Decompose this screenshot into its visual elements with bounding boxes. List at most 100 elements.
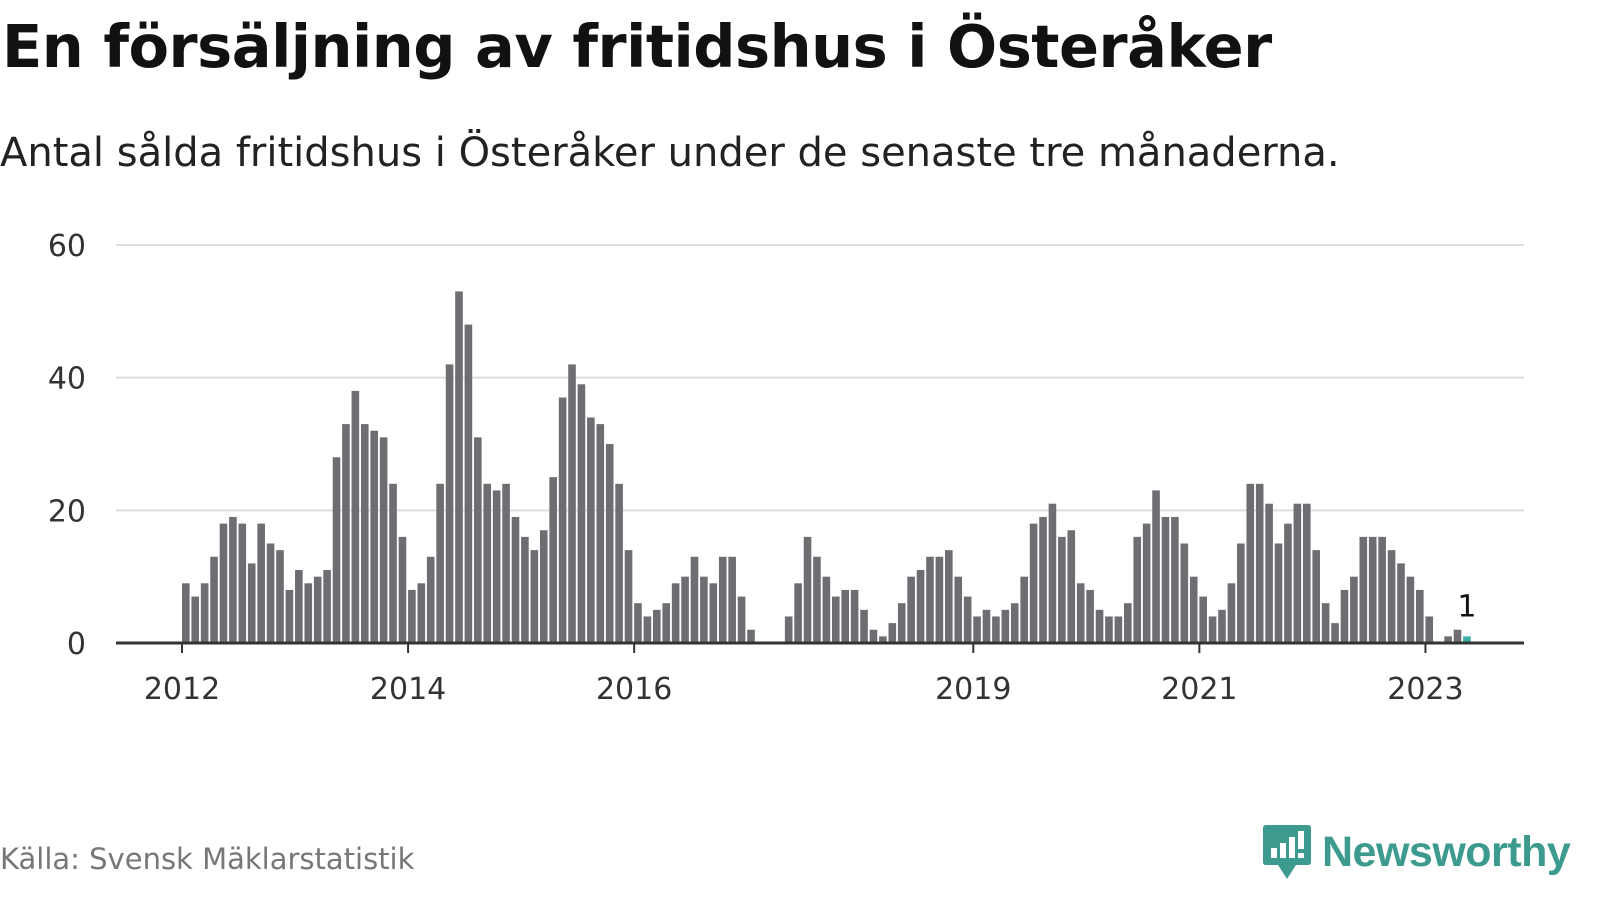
bar (841, 589, 849, 643)
bar (737, 596, 746, 643)
bar-chart: 0 20 40 60 2012 2014 2016 2019 2021 2023 1 (48, 229, 1524, 707)
y-tick-label: 20 (48, 494, 86, 529)
bar (1218, 609, 1226, 643)
bar (210, 556, 218, 643)
y-tick-label: 60 (48, 229, 86, 264)
bar (615, 483, 623, 643)
bar (1161, 516, 1170, 643)
bar (1350, 576, 1358, 643)
bar (1180, 543, 1189, 643)
bar (1293, 503, 1302, 643)
x-tick-label: 2019 (935, 672, 1011, 707)
bar (558, 397, 567, 643)
bar (794, 583, 802, 643)
bar (247, 563, 256, 643)
bar (907, 576, 915, 643)
bar (1029, 523, 1038, 643)
bar (1255, 483, 1264, 643)
x-tick-label: 2021 (1161, 672, 1237, 707)
bar (718, 556, 727, 643)
bar (426, 556, 435, 643)
bar (332, 457, 341, 643)
bar (276, 550, 284, 643)
bar (1359, 536, 1368, 643)
bar (398, 536, 407, 643)
bar (916, 570, 925, 643)
bar (1048, 503, 1057, 643)
bar (1444, 636, 1452, 643)
bar (360, 424, 369, 643)
chart-title: En försäljning av fritidshus i Österåker (2, 12, 1272, 81)
bar (1095, 609, 1104, 643)
bar (257, 523, 265, 643)
bar (1124, 603, 1132, 643)
bar (700, 576, 708, 643)
bar (954, 576, 963, 643)
bar (643, 616, 652, 643)
source-credit: Källa: Svensk Mäklarstatistik (0, 842, 415, 876)
newsworthy-logo-icon (1263, 825, 1311, 879)
bar (982, 609, 991, 643)
bar (1058, 536, 1066, 643)
bar (1387, 550, 1396, 643)
bar (238, 523, 247, 643)
bar (182, 583, 190, 643)
bar (963, 596, 972, 643)
bar (530, 550, 539, 643)
bar (1368, 536, 1377, 643)
bar (596, 424, 605, 643)
bar (822, 576, 831, 643)
bar (1331, 623, 1339, 643)
bar (1189, 576, 1198, 643)
bar (935, 556, 944, 643)
bar (1086, 589, 1094, 643)
bar (191, 596, 200, 643)
bar (1416, 589, 1424, 643)
bar (304, 583, 313, 643)
bar (1105, 616, 1113, 643)
bar (474, 437, 482, 643)
bar (370, 430, 378, 643)
bar (455, 291, 463, 643)
bar (747, 629, 755, 643)
bar (681, 576, 689, 643)
bar (1133, 536, 1142, 643)
bar (483, 483, 492, 643)
bar (1425, 616, 1434, 643)
bar (1010, 603, 1019, 643)
x-tick-label: 2012 (144, 672, 220, 707)
bar (728, 556, 736, 643)
bar (1208, 616, 1217, 643)
bar (1463, 636, 1471, 643)
bar (869, 629, 878, 643)
bar (634, 603, 642, 643)
bar (549, 477, 557, 643)
bar (1199, 596, 1207, 643)
bar (445, 364, 454, 643)
bar (313, 576, 322, 643)
bar (464, 324, 473, 643)
bar (1378, 536, 1386, 643)
brand-name: Newsworthy (1322, 827, 1571, 876)
bar (1020, 576, 1028, 643)
brand-logo: Newsworthy (1262, 822, 1571, 882)
bar (945, 550, 953, 643)
bar (389, 483, 397, 643)
bar (436, 483, 444, 643)
bar (351, 390, 360, 643)
bar (813, 556, 821, 643)
bar (605, 444, 614, 643)
bar (1001, 609, 1010, 643)
bar (992, 616, 1000, 643)
y-tick-label: 40 (48, 362, 86, 397)
bar (1274, 543, 1283, 643)
bar (803, 536, 812, 643)
bar (200, 583, 209, 643)
bar (1142, 523, 1151, 643)
bar (1453, 629, 1462, 643)
bar (295, 570, 303, 643)
bar (831, 596, 840, 643)
bar (1227, 583, 1236, 643)
bar (1340, 589, 1349, 643)
bar (1397, 563, 1405, 643)
